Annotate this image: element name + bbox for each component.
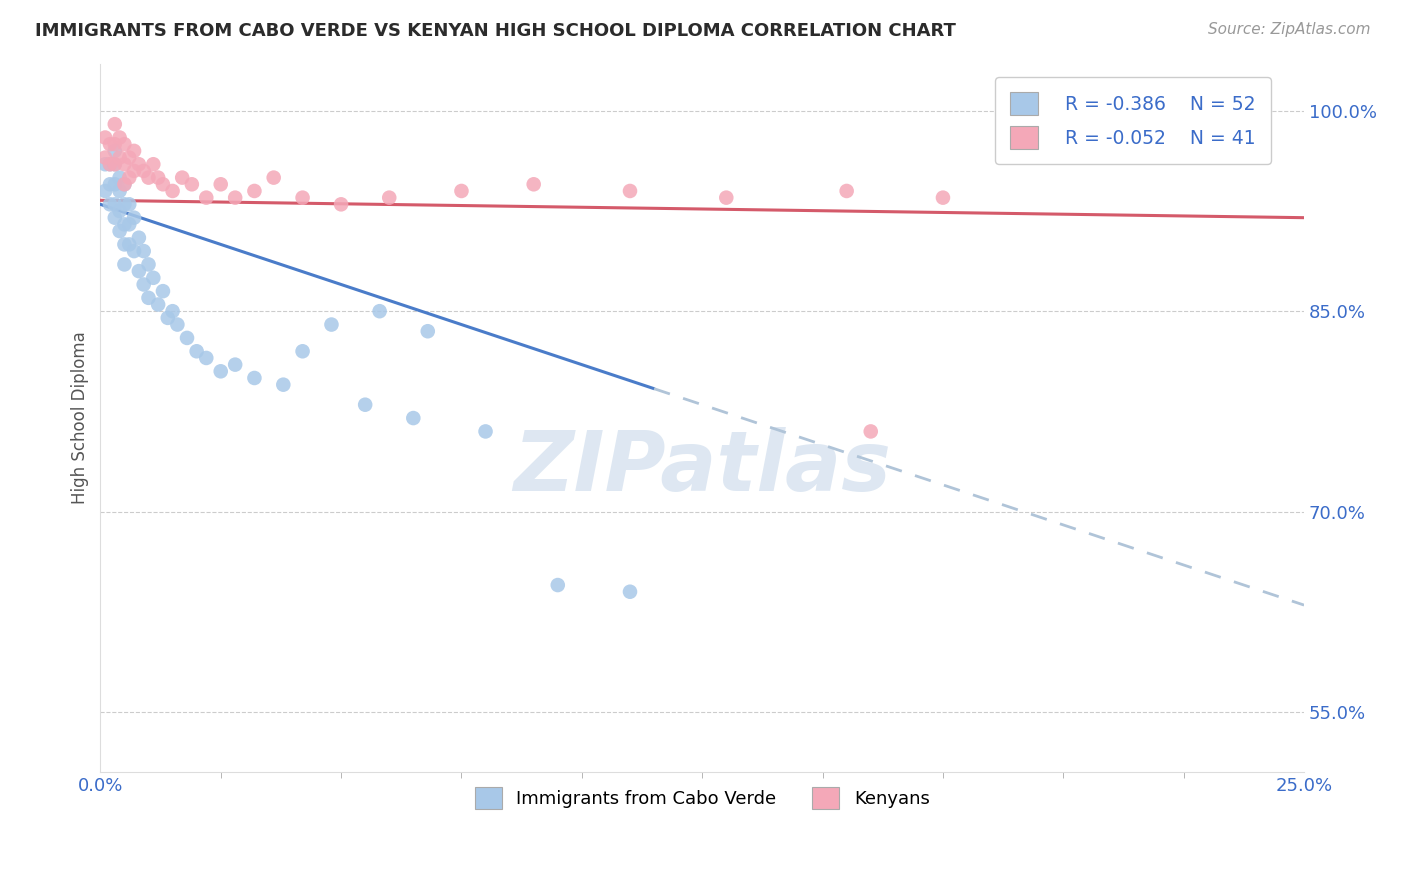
Point bbox=[108, 170, 131, 185]
Point bbox=[321, 318, 343, 332]
Point bbox=[209, 178, 232, 192]
Point bbox=[291, 344, 314, 359]
Point bbox=[243, 371, 266, 385]
Point bbox=[98, 157, 121, 171]
Point bbox=[619, 184, 641, 198]
Point bbox=[474, 425, 496, 439]
Point bbox=[108, 184, 131, 198]
Point bbox=[416, 324, 439, 338]
Point bbox=[98, 197, 121, 211]
Point bbox=[104, 144, 127, 158]
Point bbox=[112, 178, 135, 192]
Point bbox=[152, 178, 174, 192]
Point bbox=[138, 257, 160, 271]
Point bbox=[104, 117, 127, 131]
Point bbox=[132, 277, 155, 292]
Point bbox=[263, 170, 285, 185]
Point bbox=[152, 284, 174, 298]
Point bbox=[195, 351, 218, 365]
Point bbox=[94, 184, 117, 198]
Point bbox=[523, 178, 546, 192]
Point bbox=[128, 264, 150, 278]
Point bbox=[118, 197, 141, 211]
Point bbox=[108, 130, 131, 145]
Point bbox=[209, 364, 232, 378]
Point bbox=[243, 184, 266, 198]
Point bbox=[273, 377, 295, 392]
Point bbox=[547, 578, 569, 592]
Point bbox=[108, 224, 131, 238]
Point bbox=[162, 304, 184, 318]
Point bbox=[619, 584, 641, 599]
Point bbox=[132, 244, 155, 258]
Point bbox=[112, 218, 135, 232]
Point bbox=[94, 157, 117, 171]
Point bbox=[118, 151, 141, 165]
Point bbox=[104, 178, 127, 192]
Point bbox=[98, 157, 121, 171]
Point bbox=[122, 144, 145, 158]
Point bbox=[162, 184, 184, 198]
Point bbox=[112, 178, 135, 192]
Point bbox=[330, 197, 353, 211]
Point bbox=[108, 204, 131, 219]
Point bbox=[98, 137, 121, 152]
Point bbox=[195, 191, 218, 205]
Point bbox=[112, 257, 135, 271]
Point bbox=[112, 237, 135, 252]
Point bbox=[138, 291, 160, 305]
Point bbox=[354, 398, 377, 412]
Point bbox=[146, 297, 169, 311]
Point bbox=[118, 237, 141, 252]
Point bbox=[146, 170, 169, 185]
Point bbox=[104, 197, 127, 211]
Text: Source: ZipAtlas.com: Source: ZipAtlas.com bbox=[1208, 22, 1371, 37]
Point bbox=[176, 331, 198, 345]
Point bbox=[112, 157, 135, 171]
Text: IMMIGRANTS FROM CABO VERDE VS KENYAN HIGH SCHOOL DIPLOMA CORRELATION CHART: IMMIGRANTS FROM CABO VERDE VS KENYAN HIG… bbox=[35, 22, 956, 40]
Point bbox=[122, 164, 145, 178]
Point bbox=[112, 197, 135, 211]
Point bbox=[180, 178, 202, 192]
Point bbox=[104, 157, 127, 171]
Point bbox=[368, 304, 391, 318]
Point bbox=[138, 170, 160, 185]
Point bbox=[291, 191, 314, 205]
Point bbox=[835, 184, 858, 198]
Legend: Immigrants from Cabo Verde, Kenyans: Immigrants from Cabo Verde, Kenyans bbox=[467, 780, 936, 816]
Point bbox=[118, 170, 141, 185]
Point bbox=[104, 137, 127, 152]
Point bbox=[224, 358, 246, 372]
Point bbox=[1220, 93, 1243, 107]
Point bbox=[112, 137, 135, 152]
Point bbox=[142, 270, 165, 285]
Y-axis label: High School Diploma: High School Diploma bbox=[72, 332, 89, 505]
Point bbox=[128, 231, 150, 245]
Point bbox=[122, 244, 145, 258]
Point bbox=[118, 218, 141, 232]
Text: ZIPatlas: ZIPatlas bbox=[513, 427, 891, 508]
Point bbox=[128, 157, 150, 171]
Point bbox=[859, 425, 882, 439]
Point bbox=[378, 191, 401, 205]
Point bbox=[104, 211, 127, 225]
Point bbox=[94, 151, 117, 165]
Point bbox=[172, 170, 194, 185]
Point bbox=[932, 191, 955, 205]
Point bbox=[166, 318, 188, 332]
Point bbox=[98, 178, 121, 192]
Point bbox=[402, 411, 425, 425]
Point bbox=[156, 310, 179, 325]
Point bbox=[716, 191, 738, 205]
Point bbox=[142, 157, 165, 171]
Point bbox=[186, 344, 208, 359]
Point bbox=[450, 184, 472, 198]
Point bbox=[224, 191, 246, 205]
Point bbox=[122, 211, 145, 225]
Point bbox=[104, 157, 127, 171]
Point bbox=[94, 130, 117, 145]
Point bbox=[108, 151, 131, 165]
Point bbox=[132, 164, 155, 178]
